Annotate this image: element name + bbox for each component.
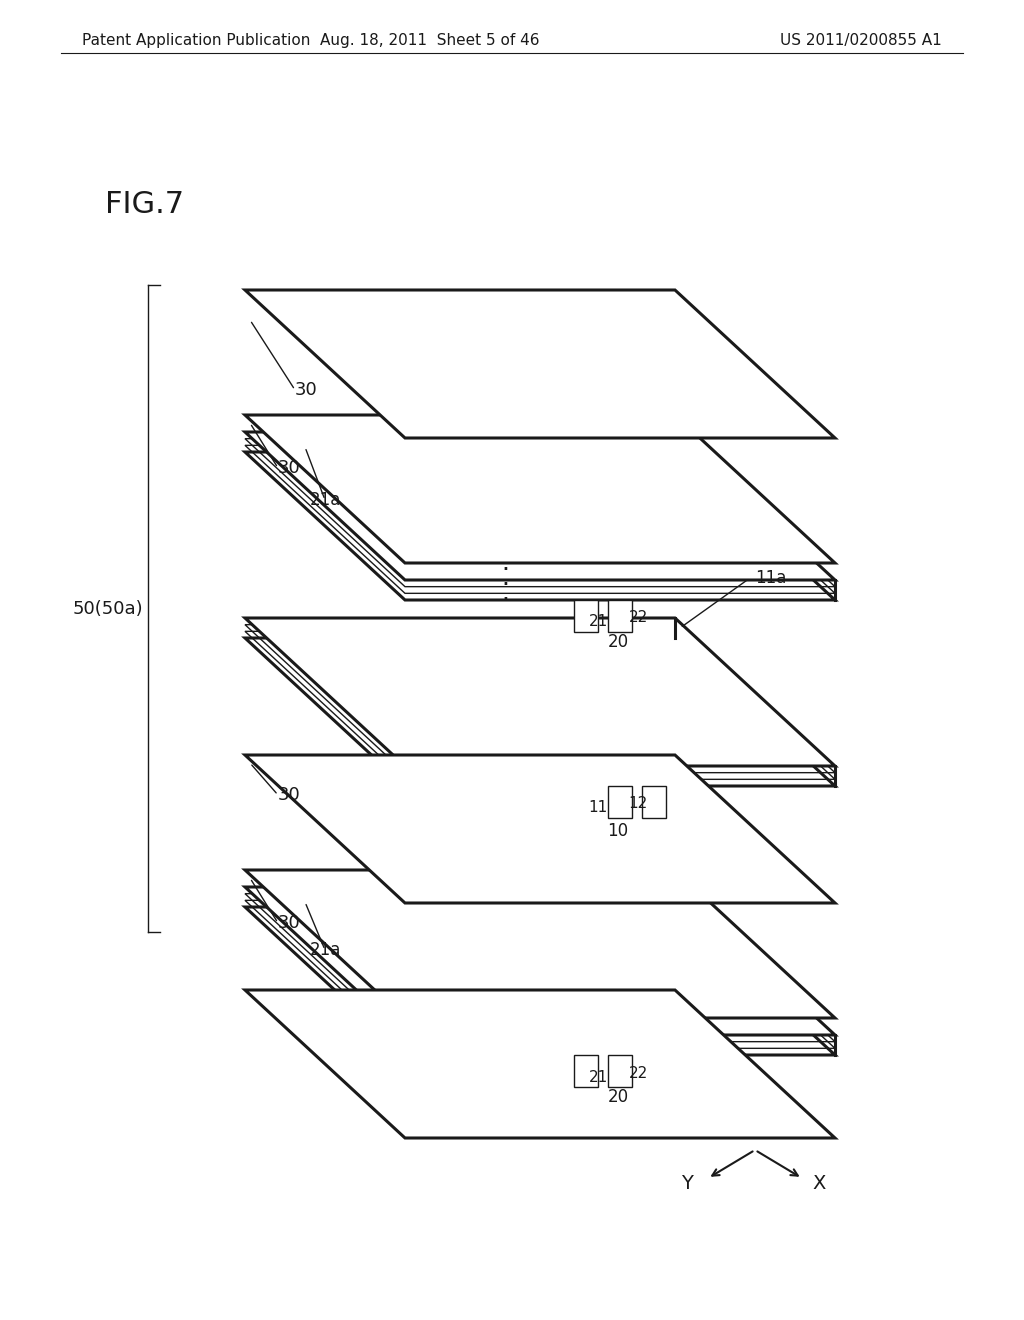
Text: 21: 21 [589,615,607,630]
Polygon shape [642,785,667,818]
Polygon shape [573,1055,598,1086]
Polygon shape [245,432,835,579]
Text: 30: 30 [278,459,301,477]
Text: 22: 22 [629,610,647,626]
Text: Patent Application Publication: Patent Application Publication [82,33,310,48]
Text: 21: 21 [589,1069,607,1085]
Text: ·: · [501,573,509,597]
Text: 30: 30 [278,785,301,804]
Polygon shape [245,414,835,564]
Text: Aug. 18, 2011  Sheet 5 of 46: Aug. 18, 2011 Sheet 5 of 46 [321,33,540,48]
Polygon shape [245,887,835,1035]
Text: 22: 22 [629,1065,647,1081]
Text: 12: 12 [629,796,647,812]
Text: 21a: 21a [310,941,341,960]
Polygon shape [245,870,835,1018]
Polygon shape [245,451,835,601]
Text: ·: · [501,558,509,582]
Polygon shape [245,907,835,1055]
Text: ·: · [501,587,509,612]
Text: US 2011/0200855 A1: US 2011/0200855 A1 [780,33,942,48]
Polygon shape [245,990,835,1138]
Text: 20: 20 [607,1088,629,1106]
Polygon shape [245,618,835,766]
Polygon shape [245,638,835,785]
Polygon shape [608,785,632,818]
Text: 20: 20 [607,634,629,651]
Text: 21a: 21a [310,491,341,510]
Text: Y: Y [681,1173,693,1193]
Text: 11: 11 [589,800,607,816]
Polygon shape [573,601,598,632]
Text: 30: 30 [295,381,317,399]
Text: 50(50a): 50(50a) [73,599,143,618]
Text: X: X [812,1173,825,1193]
Text: 11a: 11a [755,569,786,587]
Polygon shape [608,601,632,632]
Text: 30: 30 [278,913,301,932]
Polygon shape [245,755,835,903]
Polygon shape [245,290,835,438]
Text: 10: 10 [607,822,629,840]
Text: FIG.7: FIG.7 [105,190,184,219]
Polygon shape [608,1055,632,1086]
